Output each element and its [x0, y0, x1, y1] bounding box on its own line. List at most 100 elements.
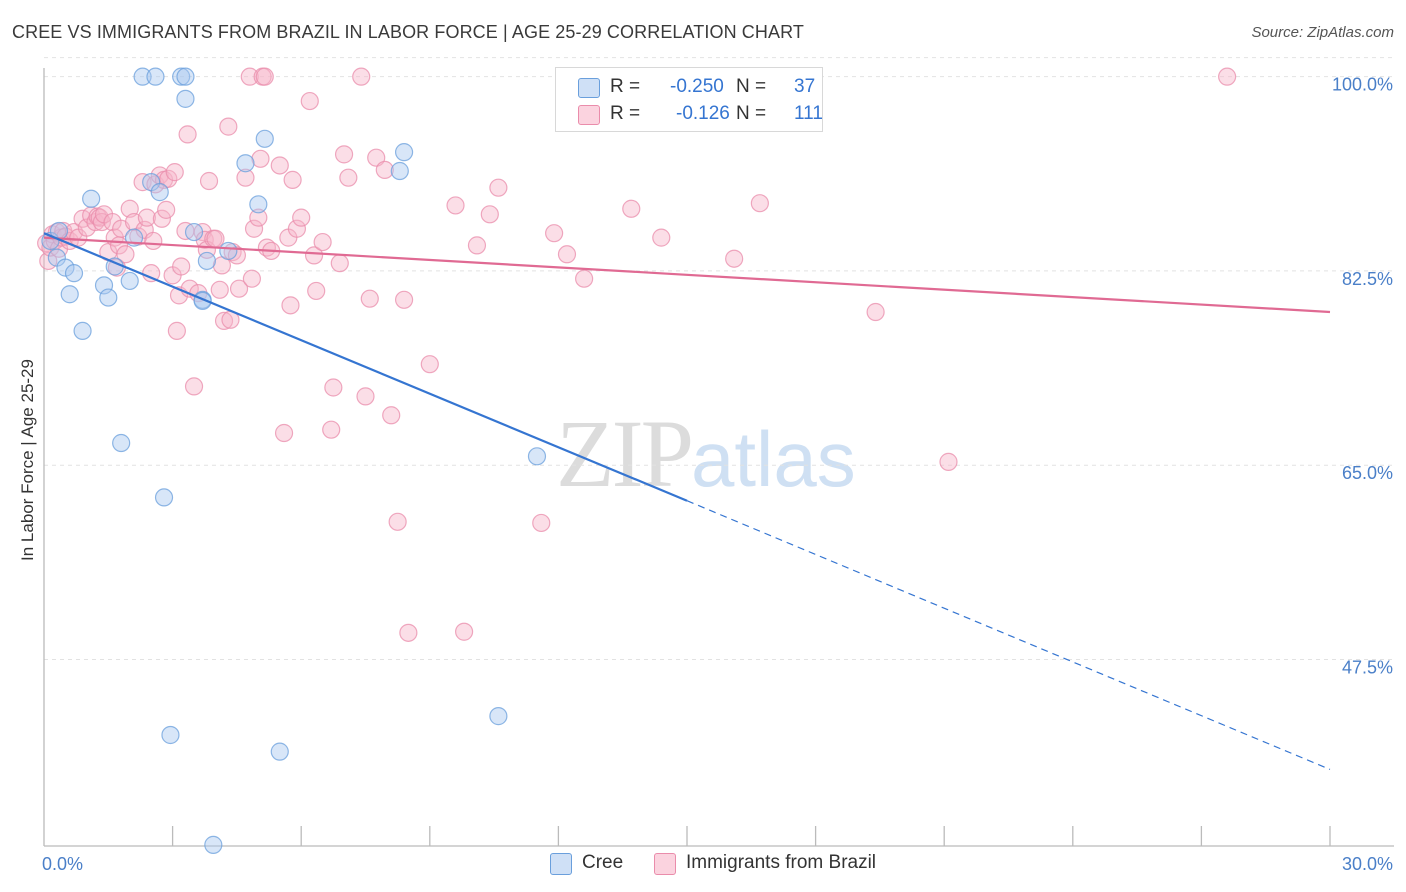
brazil-point: [270, 156, 289, 175]
brazil-point: [356, 387, 375, 406]
brazil-point: [251, 149, 270, 168]
brazil-point: [292, 208, 311, 227]
chart-title: CREE VS IMMIGRANTS FROM BRAZIL IN LABOR …: [12, 22, 804, 42]
legend-r-value: -0.126: [676, 103, 730, 124]
brazil-point: [244, 219, 264, 238]
cree-point: [527, 447, 547, 466]
series-swatch-cree: [550, 853, 572, 875]
brazil-point: [219, 117, 238, 136]
cree-point: [133, 67, 152, 86]
brazil-point: [480, 205, 499, 224]
brazil-point: [167, 321, 186, 340]
brazil-point: [137, 208, 156, 227]
cree-point: [176, 67, 195, 86]
cree-point: [161, 725, 180, 745]
brazil-point: [159, 169, 178, 188]
brazil-point: [382, 406, 401, 425]
legend-r-label: R =: [610, 103, 641, 124]
cree-point: [99, 288, 118, 307]
brazil-point: [144, 231, 163, 251]
brazil-point: [394, 290, 414, 309]
brazil-point: [274, 423, 294, 443]
brazil-trend-line: [43, 236, 1331, 314]
brazil-point: [467, 236, 487, 255]
cree-point: [489, 707, 508, 726]
cree-point: [184, 222, 204, 242]
cree-point: [204, 835, 223, 854]
brazil-point: [300, 91, 319, 111]
brazil-point: [489, 178, 508, 197]
brazil-point: [116, 245, 135, 264]
brazil-point: [287, 219, 307, 238]
brazil-point: [307, 281, 326, 301]
x-tick-label: 30.0%: [1342, 854, 1393, 874]
cree-point: [236, 154, 255, 173]
cree-point: [112, 433, 131, 453]
brazil-point: [330, 254, 349, 273]
brazil-point: [388, 512, 407, 531]
brazil-point: [281, 296, 300, 315]
brazil-point: [622, 199, 641, 218]
cree-point: [82, 189, 101, 208]
cree-point: [197, 251, 216, 271]
brazil-point: [184, 377, 204, 396]
brazil-point: [324, 378, 343, 397]
brazil-point: [249, 208, 268, 227]
cree-point: [64, 264, 84, 283]
brazil-point: [322, 420, 341, 439]
cree-point: [219, 241, 238, 261]
brazil-point: [866, 302, 885, 322]
cree-point: [255, 129, 274, 148]
y-tick-label: 47.5%: [1342, 657, 1393, 677]
cree-point: [394, 143, 414, 162]
cree-point: [154, 488, 174, 507]
brazil-point: [725, 249, 744, 268]
legend-swatch-cree: [578, 78, 600, 98]
brazil-point: [750, 194, 769, 213]
brazil-point: [532, 513, 551, 533]
y-tick-label: 65.0%: [1342, 463, 1393, 483]
brazil-point: [652, 228, 671, 247]
legend-n-value: 111: [794, 103, 823, 124]
cree-point: [120, 271, 139, 291]
cree-point: [172, 67, 191, 86]
brazil-point: [1218, 67, 1237, 86]
source-label: Source: ZipAtlas.com: [1251, 24, 1394, 41]
legend-r-label: R =: [610, 76, 641, 97]
brazil-point: [446, 196, 465, 215]
brazil-point: [454, 622, 474, 641]
brazil-point: [339, 168, 358, 187]
brazil-point: [165, 163, 184, 182]
series-label-cree: Cree: [582, 852, 624, 873]
brazil-point: [210, 280, 229, 299]
series-label-brazil: Immigrants from Brazil: [686, 852, 877, 873]
cree-trend-extrapolation: [686, 500, 1331, 770]
legend-swatch-brazil: [578, 105, 600, 125]
stats-legend: R = -0.250 N = 37 R = -0.126 N = 111: [555, 67, 823, 132]
watermark-zip: ZIP: [556, 400, 694, 507]
cree-point: [390, 161, 409, 181]
legend-n-label: N =: [736, 103, 767, 124]
y-tick-label: 82.5%: [1342, 269, 1393, 289]
brazil-point: [352, 67, 371, 86]
brazil-point: [172, 257, 191, 276]
brazil-point: [240, 67, 259, 86]
watermark: ZIPatlas: [556, 398, 856, 509]
brazil-point: [157, 200, 176, 219]
cree-point: [60, 285, 79, 304]
cree-point: [176, 89, 195, 108]
cree-trend-line: [43, 232, 688, 502]
brazil-point: [229, 279, 249, 298]
brazil-point: [236, 168, 255, 187]
brazil-point: [545, 224, 564, 243]
brazil-point: [420, 355, 439, 374]
y-axis-label: In Labor Force | Age 25-29: [18, 359, 37, 561]
brazil-point: [214, 311, 234, 330]
brazil-point: [152, 209, 171, 228]
cree-point: [270, 742, 289, 761]
cree-point: [249, 195, 268, 214]
brazil-point: [206, 229, 225, 248]
brazil-point: [242, 269, 262, 288]
brazil-point: [199, 171, 219, 191]
